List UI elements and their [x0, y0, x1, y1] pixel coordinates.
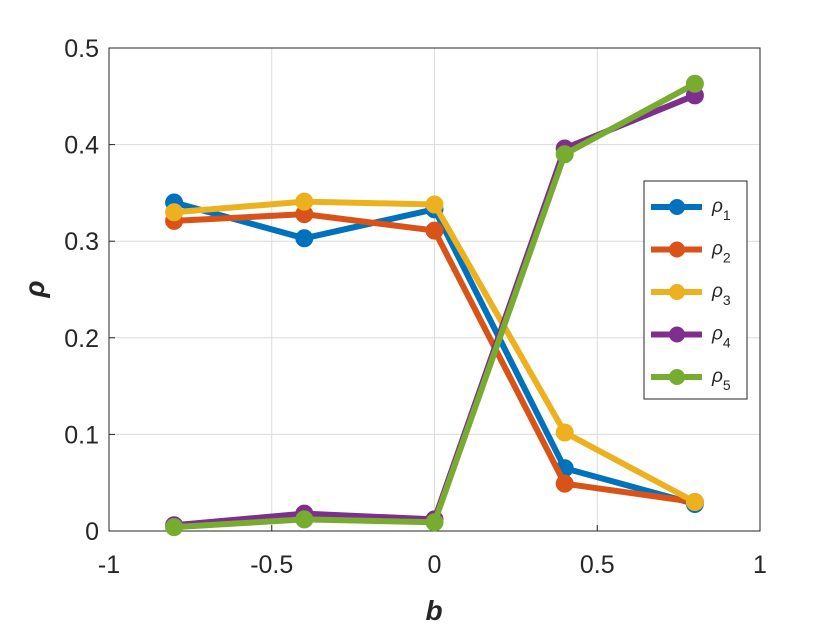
x-axis-ticks: -1 -0.5 0 0.5 1 [98, 525, 767, 579]
legend-item: ρ2 [651, 239, 731, 266]
legend-label: ρ2 [711, 239, 731, 266]
data-point [295, 510, 314, 529]
x-tick-label: 0 [428, 551, 442, 579]
data-point [685, 493, 704, 512]
data-point [555, 474, 574, 493]
data-point [425, 195, 444, 214]
series-5 [165, 74, 704, 537]
x-tick-label: 1 [753, 551, 767, 579]
legend-label: ρ4 [711, 324, 731, 351]
legend-item: ρ3 [651, 281, 731, 308]
y-tick-label: 0.3 [64, 228, 99, 256]
legend: ρ1 ρ2 ρ3 ρ4 ρ5 [643, 180, 748, 400]
y-axis-ticks: 0 0.1 0.2 0.3 0.4 0.5 [64, 35, 115, 546]
legend-item: ρ4 [651, 324, 731, 351]
legend-label: ρ3 [711, 281, 731, 308]
data-point [165, 518, 184, 537]
data-point [685, 74, 704, 93]
legend-label: ρ1 [711, 196, 731, 223]
y-tick-label: 0.1 [64, 421, 99, 449]
y-tick-label: 0 [85, 518, 99, 546]
legend-marker [669, 326, 685, 343]
legend-marker [669, 369, 685, 385]
x-axis-label: b [425, 595, 442, 626]
x-tick-label: 0.5 [580, 551, 615, 579]
legend-marker [669, 199, 685, 215]
y-tick-label: 0.5 [64, 35, 99, 63]
data-point [555, 145, 574, 164]
series-3 [165, 192, 704, 512]
x-tick-label: -1 [98, 551, 120, 579]
data-point [425, 221, 444, 240]
legend-marker [669, 284, 685, 300]
data-point [425, 513, 444, 532]
data-point [555, 423, 574, 442]
series-group [165, 74, 704, 537]
legend-item: ρ1 [651, 196, 731, 223]
legend-label: ρ5 [711, 366, 731, 393]
y-tick-label: 0.4 [64, 132, 99, 160]
data-point [295, 229, 314, 248]
legend-marker [669, 241, 685, 258]
y-tick-label: 0.2 [64, 325, 99, 353]
data-point [295, 192, 314, 211]
x-tick-label: -0.5 [250, 551, 293, 579]
legend-item: ρ5 [651, 366, 731, 393]
data-point [165, 203, 184, 222]
y-axis-label: ρ [19, 280, 50, 298]
